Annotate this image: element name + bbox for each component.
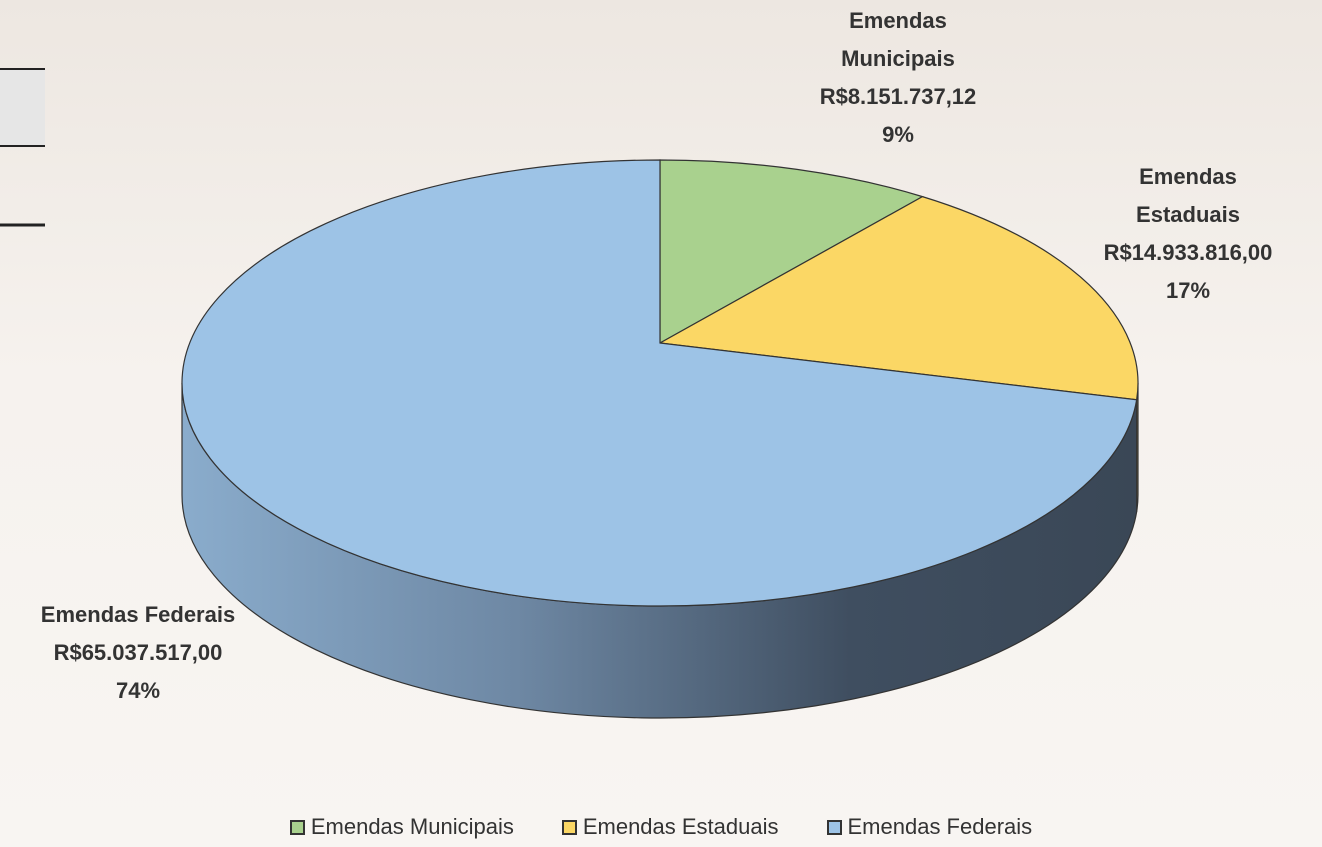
legend-item: Emendas Estaduais	[561, 814, 779, 840]
table-band	[0, 70, 45, 145]
legend-swatch	[289, 819, 305, 835]
data-label-percent: 17%	[1165, 278, 1211, 303]
legend-swatch	[561, 819, 577, 835]
data-label-value: R$65.037.517,00	[53, 640, 223, 665]
slice	[658, 195, 1139, 401]
legend-label: Emendas Federais	[847, 814, 1033, 839]
data-label: Emendas Federais R$65.037.517,00 74%	[8, 596, 268, 710]
legend-label: Emendas Municipais	[310, 814, 514, 839]
legend-item: Emendas Municipais	[289, 814, 514, 840]
data-label-value: R$8.151.737,12	[819, 84, 977, 109]
data-label-value: R$14.933.816,00	[1103, 240, 1273, 265]
legend: Emendas Municipais Emendas Estaduais Emend…	[0, 814, 1322, 840]
slice	[659, 159, 924, 345]
data-label-percent: 9%	[882, 122, 914, 147]
slice	[181, 159, 1138, 607]
data-label-name: Emendas Municipais	[841, 8, 955, 71]
legend-swatch	[826, 819, 842, 835]
data-label-name: Emendas Federais	[40, 602, 236, 627]
data-label-name: Emendas Estaduais	[1136, 164, 1240, 227]
data-label: Emendas Municipais R$8.151.737,12 9%	[798, 2, 998, 154]
data-label: Emendas Estaduais R$14.933.816,00 17%	[1068, 158, 1308, 310]
data-label-percent: 74%	[115, 678, 161, 703]
legend-item: Emendas Federais	[826, 814, 1033, 840]
legend-label: Emendas Estaduais	[582, 814, 779, 839]
